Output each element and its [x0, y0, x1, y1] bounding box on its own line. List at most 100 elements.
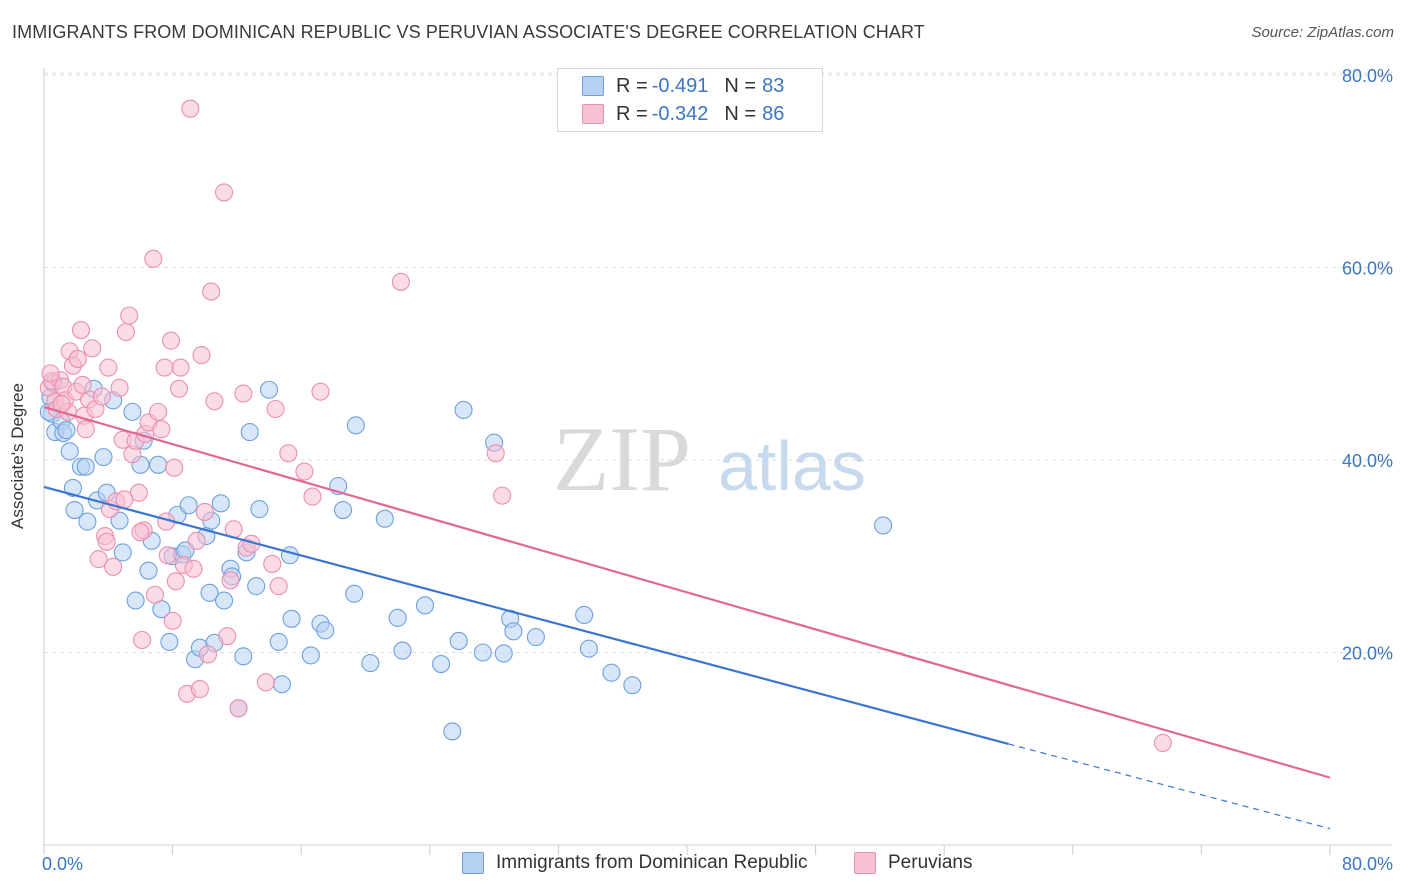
- dominican-point: [149, 455, 168, 474]
- peruvian-point: [202, 282, 221, 301]
- y-tick-label: 80.0%: [1342, 66, 1393, 86]
- peruvian-point: [165, 458, 184, 477]
- peruvian-point: [120, 306, 139, 325]
- legend-n-label: N =: [724, 74, 757, 97]
- peruvian-point: [266, 399, 285, 419]
- peruvian-point: [279, 444, 298, 463]
- x-tick-label: 80.0%: [1342, 854, 1393, 874]
- dominican-point: [432, 654, 451, 674]
- peruvian-point: [198, 645, 218, 664]
- dominican-point: [65, 500, 84, 520]
- dominican-point: [388, 608, 407, 627]
- peruvian-point: [1153, 733, 1172, 753]
- dominican-point: [454, 400, 473, 420]
- dominican-point: [259, 380, 279, 399]
- dominican-point: [575, 605, 594, 625]
- peruvian-point: [256, 673, 275, 692]
- watermark-atlas: atlas: [718, 427, 866, 505]
- dominican-point: [443, 722, 462, 741]
- peruvian-point: [303, 487, 322, 506]
- dominican-point: [504, 622, 523, 641]
- stats-legend: R = -0.491 N = 83 R = -0.342 N = 86: [557, 68, 823, 132]
- dominican-point: [345, 584, 364, 603]
- legend-item-peruvian: Peruvians: [854, 852, 973, 874]
- chart-title: IMMIGRANTS FROM DOMINICAN REPUBLIC VS PE…: [12, 22, 925, 42]
- dominican-point: [57, 421, 76, 440]
- peruvian-point: [493, 486, 512, 505]
- dominican-point: [179, 496, 198, 515]
- peruvian-point: [184, 559, 203, 578]
- dominican-point: [333, 500, 353, 520]
- peruvian-point: [221, 571, 240, 590]
- dominican-point: [375, 509, 394, 528]
- legend-r-value: -0.491: [651, 74, 709, 97]
- peruvian-point: [234, 384, 253, 403]
- peruvian-point: [158, 546, 177, 565]
- dominican-point: [272, 675, 291, 694]
- peruvian-point: [263, 554, 282, 574]
- peruvian-point: [144, 249, 163, 268]
- dominican-point: [579, 639, 598, 658]
- y-tick-label: 40.0%: [1342, 451, 1393, 471]
- peruvian-point: [192, 346, 211, 365]
- peruvian-point: [187, 531, 206, 550]
- peruvian-point: [71, 321, 91, 340]
- dominican-point: [316, 621, 335, 640]
- dominican-point: [415, 596, 435, 615]
- dominican-point: [113, 543, 132, 562]
- peruvian-point: [89, 550, 108, 569]
- peruvian-point: [171, 358, 190, 377]
- peruvian-point: [218, 627, 237, 646]
- dominican-point: [234, 647, 253, 666]
- dominican-point: [139, 561, 158, 580]
- dominican-point: [214, 591, 234, 610]
- peruvian-point: [169, 379, 189, 398]
- peruvian-point: [131, 523, 150, 542]
- peruvian-point: [214, 183, 234, 202]
- legend-swatch-pink: [854, 852, 876, 874]
- dominican-point: [280, 546, 299, 565]
- peruvian-point: [205, 392, 224, 411]
- dominican-point: [301, 646, 320, 665]
- dominican-point: [393, 641, 412, 660]
- y-tick-label: 20.0%: [1342, 644, 1393, 664]
- peruvian-point: [76, 420, 95, 439]
- peruvian-point: [41, 364, 60, 383]
- peruvian-point: [163, 611, 182, 630]
- peruvian-point: [68, 349, 87, 368]
- dominican-point: [63, 478, 82, 497]
- dominican-point: [200, 583, 219, 602]
- legend-n-value: 83: [762, 74, 785, 97]
- dominican-point: [76, 457, 95, 476]
- peruvian-point: [190, 680, 209, 699]
- peruvian-trend-line: [43, 406, 1331, 779]
- peruvian-point: [166, 572, 185, 591]
- trend-lines: [43, 406, 1331, 830]
- legend-item-label: Peruvians: [888, 852, 973, 873]
- peruvian-point: [486, 444, 505, 463]
- dominican-trend-line: [43, 485, 1009, 746]
- peruvian-point: [133, 630, 152, 650]
- dominican-point: [60, 442, 79, 461]
- peruvian-point: [152, 420, 171, 439]
- peruvian-point: [155, 358, 174, 377]
- peruvian-point: [92, 387, 111, 406]
- dominican-point: [623, 676, 642, 695]
- gridlines: [44, 72, 1392, 653]
- y-axis-label: Associate's Degree: [8, 383, 27, 529]
- dominican-point: [160, 632, 179, 651]
- dominican-point: [473, 643, 492, 662]
- peruvian-point: [116, 322, 136, 342]
- peruvian-point: [99, 358, 118, 377]
- legend-swatch-pink: [582, 104, 604, 124]
- dominican-point: [247, 577, 266, 596]
- peruvian-point: [149, 402, 168, 421]
- legend-swatch-blue: [462, 852, 484, 874]
- legend-r-label: R =: [616, 102, 648, 125]
- series-legend: Immigrants from Dominican Republic Peruv…: [0, 852, 1406, 876]
- peruvian-point: [229, 699, 248, 718]
- dominican-trend-extension: [1008, 743, 1331, 830]
- legend-r-label: R =: [616, 74, 648, 97]
- peruvian-point: [110, 378, 129, 397]
